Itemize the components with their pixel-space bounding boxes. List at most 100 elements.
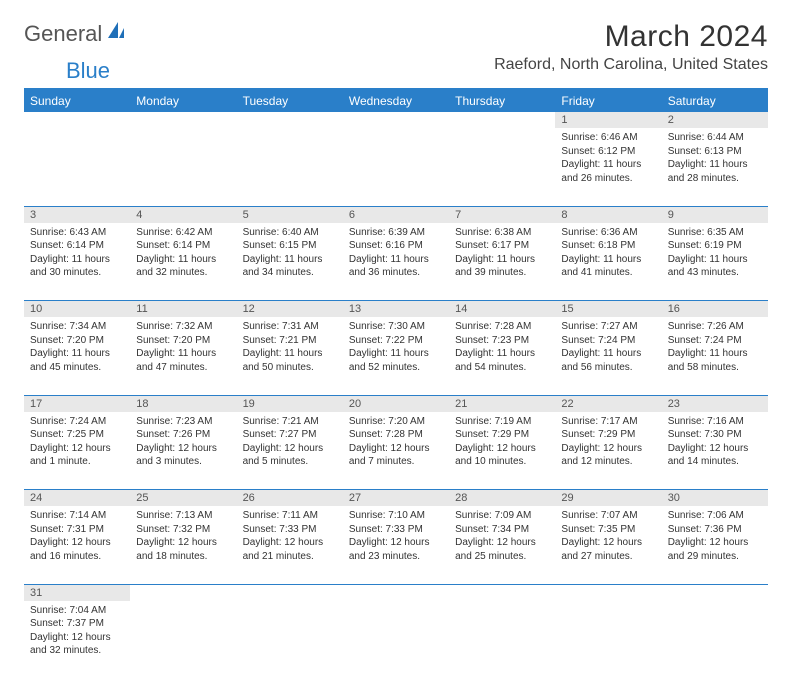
day-number-cell: 5 [237, 206, 343, 223]
day-number-cell: 22 [555, 395, 661, 412]
day-content-cell: Sunrise: 7:06 AMSunset: 7:36 PMDaylight:… [662, 506, 768, 584]
day-content-cell: Sunrise: 7:21 AMSunset: 7:27 PMDaylight:… [237, 412, 343, 490]
week-daynum-row: 12 [24, 112, 768, 128]
day-number-cell: 2 [662, 112, 768, 128]
day-number: 5 [237, 207, 343, 223]
day-content-cell: Sunrise: 7:34 AMSunset: 7:20 PMDaylight:… [24, 317, 130, 395]
day-number-cell: 9 [662, 206, 768, 223]
day-details: Sunrise: 7:32 AMSunset: 7:20 PMDaylight:… [130, 317, 236, 378]
day-number: 18 [130, 396, 236, 412]
day-details: Sunrise: 7:20 AMSunset: 7:28 PMDaylight:… [343, 412, 449, 473]
day-number-cell [449, 584, 555, 601]
day-number-cell [449, 112, 555, 128]
day-content-cell: Sunrise: 7:17 AMSunset: 7:29 PMDaylight:… [555, 412, 661, 490]
day-details: Sunrise: 7:14 AMSunset: 7:31 PMDaylight:… [24, 506, 130, 567]
day-number-cell: 12 [237, 301, 343, 318]
day-number-cell: 23 [662, 395, 768, 412]
week-daynum-row: 3456789 [24, 206, 768, 223]
day-details: Sunrise: 6:36 AMSunset: 6:18 PMDaylight:… [555, 223, 661, 284]
logo-text-general: General [24, 21, 102, 47]
calendar-table: SundayMondayTuesdayWednesdayThursdayFrid… [24, 88, 768, 679]
day-details: Sunrise: 6:46 AMSunset: 6:12 PMDaylight:… [555, 128, 661, 189]
day-number-cell [343, 584, 449, 601]
logo-text-blue: Blue [66, 58, 792, 84]
day-details: Sunrise: 7:06 AMSunset: 7:36 PMDaylight:… [662, 506, 768, 567]
day-content-cell [130, 128, 236, 206]
day-content-cell: Sunrise: 7:31 AMSunset: 7:21 PMDaylight:… [237, 317, 343, 395]
day-details: Sunrise: 7:24 AMSunset: 7:25 PMDaylight:… [24, 412, 130, 473]
day-details: Sunrise: 7:26 AMSunset: 7:24 PMDaylight:… [662, 317, 768, 378]
day-details: Sunrise: 7:21 AMSunset: 7:27 PMDaylight:… [237, 412, 343, 473]
day-details: Sunrise: 7:07 AMSunset: 7:35 PMDaylight:… [555, 506, 661, 567]
day-number: 30 [662, 490, 768, 506]
day-number-cell: 31 [24, 584, 130, 601]
day-number: 3 [24, 207, 130, 223]
day-content-cell [343, 128, 449, 206]
day-content-cell: Sunrise: 7:20 AMSunset: 7:28 PMDaylight:… [343, 412, 449, 490]
day-number-cell: 20 [343, 395, 449, 412]
day-content-cell: Sunrise: 7:11 AMSunset: 7:33 PMDaylight:… [237, 506, 343, 584]
day-number-cell: 4 [130, 206, 236, 223]
day-number: 31 [24, 585, 130, 601]
day-number-cell: 3 [24, 206, 130, 223]
day-content-cell: Sunrise: 6:42 AMSunset: 6:14 PMDaylight:… [130, 223, 236, 301]
day-number: 26 [237, 490, 343, 506]
day-number: 19 [237, 396, 343, 412]
day-content-cell [449, 128, 555, 206]
day-content-cell: Sunrise: 7:23 AMSunset: 7:26 PMDaylight:… [130, 412, 236, 490]
day-number: 9 [662, 207, 768, 223]
day-content-cell: Sunrise: 7:26 AMSunset: 7:24 PMDaylight:… [662, 317, 768, 395]
day-number-cell: 24 [24, 490, 130, 507]
day-number: 24 [24, 490, 130, 506]
day-number-cell [343, 112, 449, 128]
day-number-cell: 25 [130, 490, 236, 507]
day-number-cell [24, 112, 130, 128]
day-details: Sunrise: 7:04 AMSunset: 7:37 PMDaylight:… [24, 601, 130, 662]
day-number: 4 [130, 207, 236, 223]
day-number: 16 [662, 301, 768, 317]
day-number-cell: 18 [130, 395, 236, 412]
day-details: Sunrise: 6:38 AMSunset: 6:17 PMDaylight:… [449, 223, 555, 284]
day-number-cell: 7 [449, 206, 555, 223]
day-number-cell: 17 [24, 395, 130, 412]
day-details: Sunrise: 7:28 AMSunset: 7:23 PMDaylight:… [449, 317, 555, 378]
day-number: 10 [24, 301, 130, 317]
day-number: 23 [662, 396, 768, 412]
day-details: Sunrise: 7:27 AMSunset: 7:24 PMDaylight:… [555, 317, 661, 378]
day-content-cell: Sunrise: 6:43 AMSunset: 6:14 PMDaylight:… [24, 223, 130, 301]
day-number-cell: 30 [662, 490, 768, 507]
week-daynum-row: 10111213141516 [24, 301, 768, 318]
day-content-cell: Sunrise: 6:40 AMSunset: 6:15 PMDaylight:… [237, 223, 343, 301]
day-details: Sunrise: 7:10 AMSunset: 7:33 PMDaylight:… [343, 506, 449, 567]
day-details: Sunrise: 7:09 AMSunset: 7:34 PMDaylight:… [449, 506, 555, 567]
day-content-cell [237, 128, 343, 206]
day-details: Sunrise: 7:11 AMSunset: 7:33 PMDaylight:… [237, 506, 343, 567]
week-content-row: Sunrise: 7:04 AMSunset: 7:37 PMDaylight:… [24, 601, 768, 679]
day-details: Sunrise: 6:39 AMSunset: 6:16 PMDaylight:… [343, 223, 449, 284]
day-details: Sunrise: 6:40 AMSunset: 6:15 PMDaylight:… [237, 223, 343, 284]
day-details: Sunrise: 7:19 AMSunset: 7:29 PMDaylight:… [449, 412, 555, 473]
day-header: Wednesday [343, 89, 449, 112]
day-details: Sunrise: 7:16 AMSunset: 7:30 PMDaylight:… [662, 412, 768, 473]
day-number: 22 [555, 396, 661, 412]
day-header: Friday [555, 89, 661, 112]
day-header-row: SundayMondayTuesdayWednesdayThursdayFrid… [24, 89, 768, 112]
logo: General [24, 20, 128, 47]
day-details: Sunrise: 6:35 AMSunset: 6:19 PMDaylight:… [662, 223, 768, 284]
day-details: Sunrise: 6:44 AMSunset: 6:13 PMDaylight:… [662, 128, 768, 189]
day-number-cell: 19 [237, 395, 343, 412]
day-content-cell: Sunrise: 6:35 AMSunset: 6:19 PMDaylight:… [662, 223, 768, 301]
day-content-cell [24, 128, 130, 206]
day-header: Thursday [449, 89, 555, 112]
week-daynum-row: 17181920212223 [24, 395, 768, 412]
month-title: March 2024 [494, 20, 768, 54]
day-number: 11 [130, 301, 236, 317]
day-number: 8 [555, 207, 661, 223]
day-content-cell: Sunrise: 6:36 AMSunset: 6:18 PMDaylight:… [555, 223, 661, 301]
day-number-cell [130, 584, 236, 601]
day-details: Sunrise: 6:42 AMSunset: 6:14 PMDaylight:… [130, 223, 236, 284]
day-number-cell [662, 584, 768, 601]
day-content-cell: Sunrise: 7:16 AMSunset: 7:30 PMDaylight:… [662, 412, 768, 490]
week-content-row: Sunrise: 7:14 AMSunset: 7:31 PMDaylight:… [24, 506, 768, 584]
day-content-cell [343, 601, 449, 679]
